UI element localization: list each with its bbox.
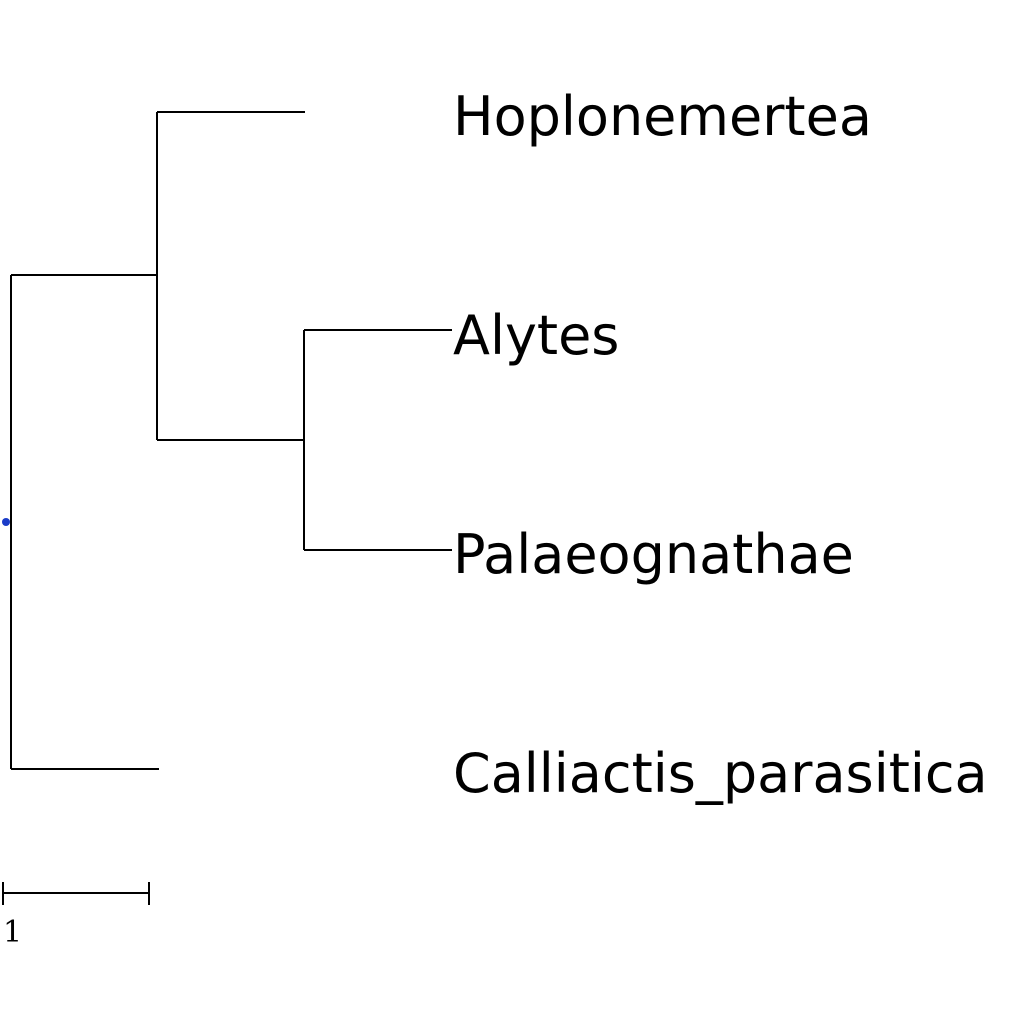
leaf-label-alytes: Alytes (453, 304, 619, 367)
leaf-label-calliactis-parasitica: Calliactis_parasitica (453, 742, 988, 805)
leaf-label-palaeognathae: Palaeognathae (453, 523, 854, 586)
scale-bar: 1 (2, 882, 150, 950)
root-node-marker (2, 518, 10, 526)
leaf-label-hoplonemertea: Hoplonemertea (453, 85, 872, 148)
scale-bar-label: 1 (3, 915, 22, 950)
